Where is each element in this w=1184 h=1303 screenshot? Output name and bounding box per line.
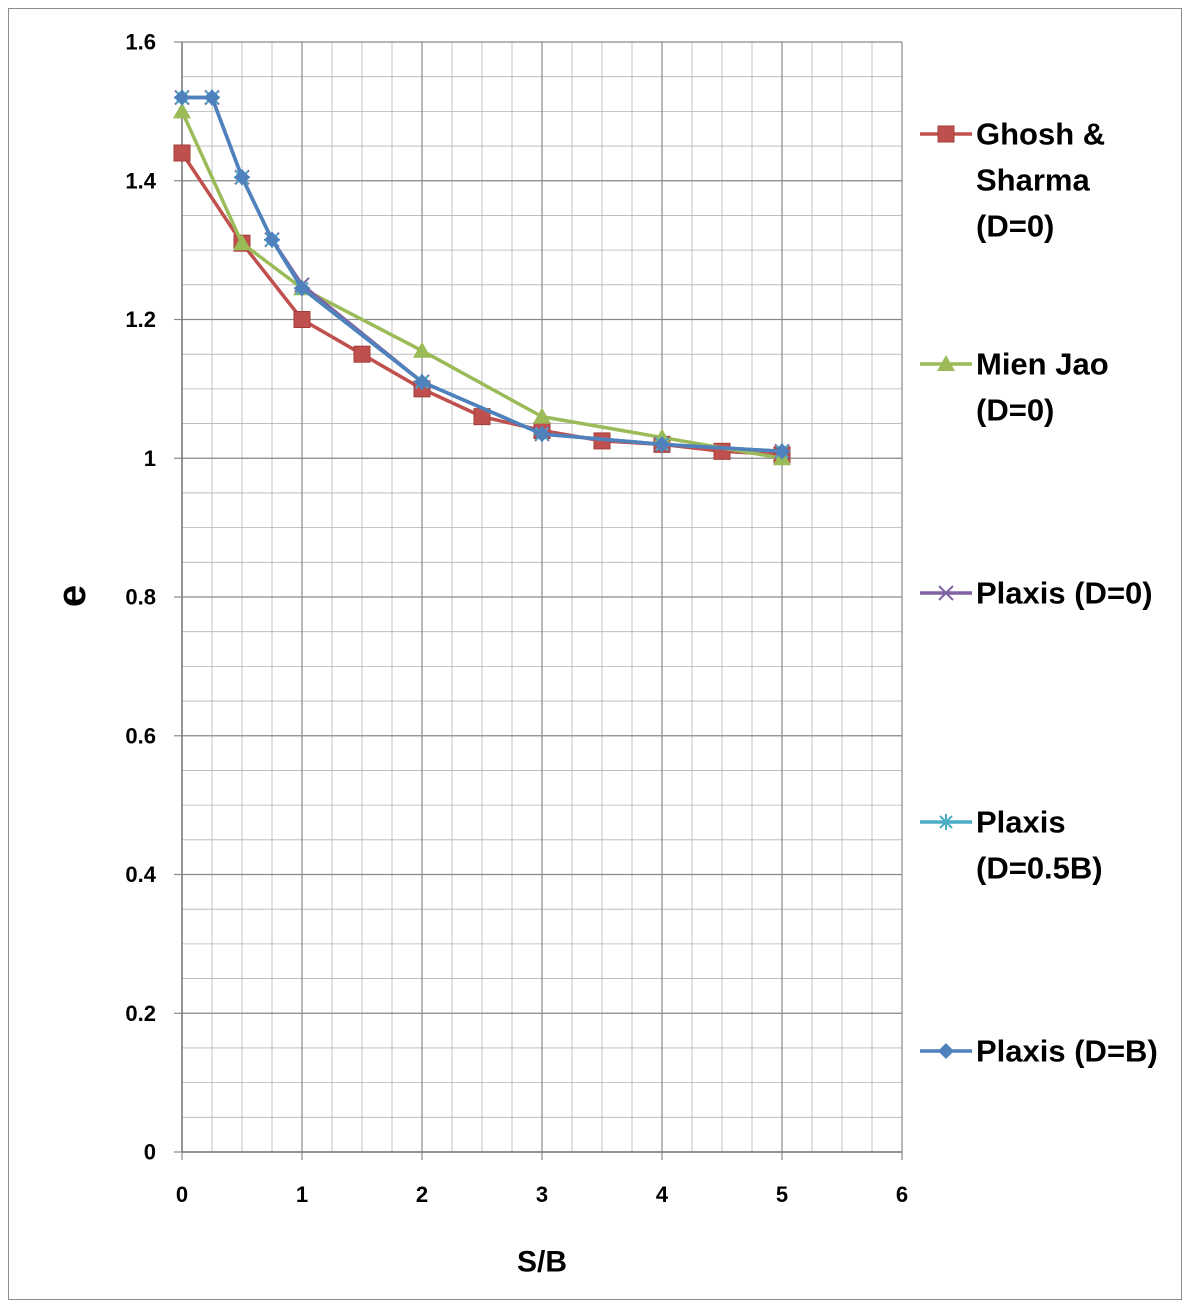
legend-label: Plaxis (D=B): [976, 1034, 1158, 1069]
major-gridlines: [181, 41, 903, 1153]
legend-item-3: Plaxis (D=0): [920, 576, 1153, 611]
x-tick-label: 1: [296, 1182, 308, 1207]
series-layer: [173, 89, 791, 466]
data-point: [293, 311, 311, 328]
x-tick-label: 6: [896, 1182, 908, 1207]
y-tick-labels: 0 0.2 0.4 0.6 0.8 1 1.2 1.4 1.6: [125, 30, 156, 1165]
data-point: [264, 231, 280, 248]
x-tick-labels: 0 1 2 3 4 5 6: [176, 1182, 908, 1207]
legend-item-2: Mien Jao (D=0): [920, 347, 1109, 428]
y-tick-label: 0.4: [125, 862, 156, 887]
legend-label: (D=0): [976, 209, 1054, 244]
data-point: [413, 341, 431, 358]
data-point: [233, 234, 251, 251]
y-tick-label: 0.6: [125, 723, 156, 748]
legend-label: Plaxis (D=0): [976, 576, 1153, 611]
legend-label: (D=0.5B): [976, 851, 1103, 886]
legend-swatch-marker: [937, 355, 955, 371]
legend-label: Mien Jao: [976, 347, 1109, 382]
data-point: [234, 169, 250, 186]
x-tick-label: 4: [656, 1182, 669, 1207]
data-point: [414, 373, 430, 390]
legend-item-4: Plaxis (D=0.5B): [920, 805, 1103, 886]
chart-frame: [8, 8, 1182, 1300]
data-point: [204, 89, 220, 106]
legend-swatch-marker: [938, 585, 954, 601]
x-tick-label: 0: [176, 1182, 188, 1207]
data-point: [654, 436, 670, 453]
legend-swatch-marker: [938, 814, 954, 830]
legend-label: (D=0): [976, 393, 1054, 428]
legend-label: Ghosh &: [976, 117, 1105, 152]
axes: [174, 41, 903, 1160]
legend-item-5: Plaxis (D=B): [920, 1034, 1158, 1069]
x-tick-label: 2: [416, 1182, 428, 1207]
data-point: [353, 345, 371, 363]
data-point: [534, 425, 550, 442]
y-axis-title: e: [50, 585, 94, 607]
legend-label: Plaxis: [976, 805, 1066, 840]
data-point: [173, 144, 191, 162]
data-point: [174, 89, 190, 106]
data-point: [294, 280, 310, 297]
legend-label: Sharma: [976, 163, 1090, 198]
legend-item-1: Ghosh & Sharma (D=0): [920, 117, 1105, 244]
data-point: [774, 443, 790, 460]
legend: Ghosh & Sharma (D=0) Mien Jao (D=0) Plaxis (D…: [920, 117, 1158, 1069]
x-axis-title: S/B: [517, 1246, 567, 1279]
data-point: [173, 102, 191, 119]
data-point: [533, 407, 551, 424]
legend-swatch-marker: [937, 125, 955, 143]
y-tick-label: 1.6: [125, 30, 156, 55]
y-tick-label: 0.8: [125, 585, 156, 610]
x-tick-label: 5: [776, 1182, 788, 1207]
legend-swatch-marker: [938, 1043, 954, 1059]
series-5: [174, 89, 790, 460]
y-tick-label: 0: [144, 1140, 156, 1165]
x-tick-label: 3: [536, 1182, 548, 1207]
y-tick-label: 1: [144, 446, 156, 471]
y-tick-label: 0.2: [125, 1001, 156, 1026]
y-tick-label: 1.4: [125, 168, 156, 193]
y-tick-label: 1.2: [125, 307, 156, 332]
